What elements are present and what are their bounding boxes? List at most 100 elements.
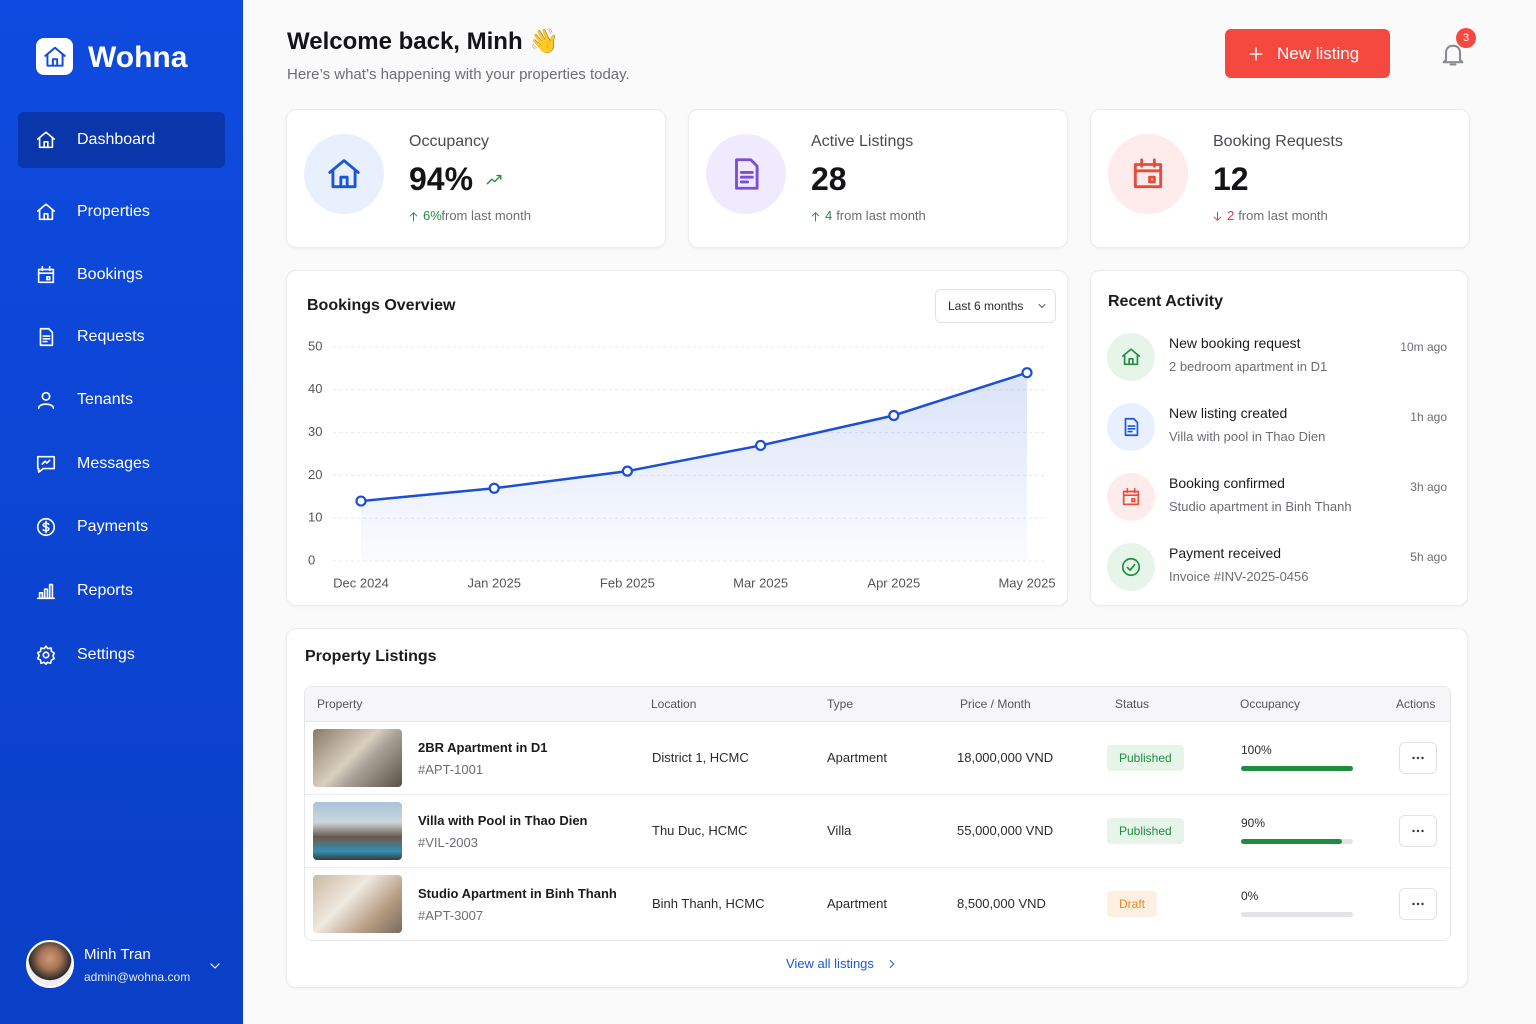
icon-stroke xyxy=(39,327,54,347)
occupancy-label: 90% xyxy=(1241,815,1266,830)
stat-change: 4 xyxy=(825,208,833,224)
stat-icon-circle xyxy=(1108,134,1188,214)
activity-icon-circle xyxy=(1107,473,1155,521)
period-select[interactable] xyxy=(935,289,1056,323)
occupancy-bar xyxy=(1241,766,1353,771)
row-divider xyxy=(305,794,1450,795)
icon-stroke xyxy=(46,276,51,281)
activity-title-text: Payment received xyxy=(1169,544,1282,561)
activity-title-text: Booking confirmed xyxy=(1169,474,1285,491)
period-label: Last 6 months xyxy=(948,298,1024,313)
y-tick-label: 30 xyxy=(308,424,322,439)
price: 55,000,000 VND xyxy=(957,823,1054,839)
icon-stroke xyxy=(735,158,759,190)
activity-title-text: New booking request xyxy=(1169,334,1301,351)
point xyxy=(755,439,767,452)
listings-title: Property Listings xyxy=(305,648,437,666)
icon-stroke xyxy=(1133,158,1163,173)
icon-stroke xyxy=(1121,557,1141,577)
logo-mark xyxy=(36,38,73,75)
icon xyxy=(1133,158,1163,189)
icon-dot xyxy=(1412,902,1415,906)
activity-subtitle: 2 bedroom apartment in D1 xyxy=(1169,359,1328,375)
location: Binh Thanh, HCMC xyxy=(652,896,765,912)
icon-dot xyxy=(1412,829,1415,833)
occupancy-track xyxy=(1241,839,1353,844)
icon xyxy=(1412,902,1424,906)
icon-stroke xyxy=(331,168,357,189)
stat-label: Booking Requests xyxy=(1213,133,1343,151)
icon-dot xyxy=(1421,756,1424,760)
activity-icon-circle xyxy=(1107,403,1155,451)
stat-icon-circle xyxy=(304,134,384,214)
icon xyxy=(1121,348,1141,366)
x-tick-label: Jan 2025 xyxy=(467,575,520,590)
sidebar xyxy=(0,0,243,1024)
nav-label: Tenants xyxy=(77,391,134,409)
icon xyxy=(1412,829,1424,833)
icon-stroke xyxy=(1124,417,1139,437)
view-all-link[interactable]: View all listings xyxy=(786,956,874,972)
occupancy-label: 100% xyxy=(1241,742,1272,757)
icon[interactable] xyxy=(1439,40,1467,68)
icon-stroke xyxy=(1131,498,1136,503)
status-pill: Published xyxy=(1107,818,1184,844)
column-header: Location xyxy=(651,696,697,711)
x-tick-label: Mar 2025 xyxy=(733,575,788,590)
activity-time: 3h ago xyxy=(1410,479,1447,494)
stat-note: from last month xyxy=(1238,208,1328,224)
icon-stroke xyxy=(51,58,58,67)
occupancy-bar xyxy=(1241,839,1342,844)
icon-stroke xyxy=(1133,163,1163,189)
stat-value: 28 xyxy=(811,160,847,197)
icon-dot xyxy=(1421,902,1424,906)
icon-stroke xyxy=(38,208,54,221)
point xyxy=(1021,367,1033,379)
column-header: Occupancy xyxy=(1240,696,1301,711)
property-image xyxy=(313,875,402,933)
property-id: #VIL-2003 xyxy=(418,835,478,851)
button-label: New listing xyxy=(1277,43,1360,63)
icon-stroke xyxy=(1128,358,1134,366)
icon-stroke xyxy=(486,174,502,185)
activity-subtitle: Invoice #INV-2025-0456 xyxy=(1169,569,1309,585)
point xyxy=(621,465,633,477)
icon-stroke xyxy=(1148,175,1156,184)
stat-label: Occupancy xyxy=(409,133,490,151)
icon-dot xyxy=(1416,756,1420,760)
icon-stroke xyxy=(43,213,49,221)
user-name: Minh Tran xyxy=(84,946,151,963)
icon xyxy=(36,517,56,537)
activity-subtitle: Villa with pool in Thao Dien xyxy=(1169,429,1326,445)
table-frame xyxy=(304,686,1451,941)
stat-note: from last month xyxy=(836,208,926,224)
icon-stroke xyxy=(41,459,51,465)
y-tick-label: 50 xyxy=(308,338,322,353)
nav-label: Settings xyxy=(77,646,135,664)
point xyxy=(488,482,500,494)
line xyxy=(360,371,1028,503)
icon-stroke xyxy=(42,651,50,659)
column-header: Actions xyxy=(1396,696,1436,711)
occupancy-track xyxy=(1241,766,1353,771)
activity-icon-circle xyxy=(1107,543,1155,591)
column-header: Type xyxy=(827,696,854,711)
icon xyxy=(409,211,417,221)
activity-time: 1h ago xyxy=(1410,409,1447,424)
icon xyxy=(39,327,54,347)
nav-label: Dashboard xyxy=(77,131,156,149)
icon xyxy=(1249,47,1263,61)
icon-stroke xyxy=(339,175,349,189)
icon xyxy=(1213,211,1221,221)
price: 18,000,000 VND xyxy=(957,750,1054,766)
stat-note: from last month xyxy=(441,208,531,224)
icon-stroke xyxy=(328,159,360,174)
type: Apartment xyxy=(827,750,887,766)
y-tick-label: 10 xyxy=(308,510,322,525)
icon xyxy=(43,46,66,67)
y-tick-label: 20 xyxy=(308,467,322,482)
x-tick-label: May 2025 xyxy=(998,575,1055,590)
nav-label: Properties xyxy=(77,203,150,221)
icon-stroke xyxy=(43,141,49,149)
y-tick-label: 40 xyxy=(308,381,322,396)
